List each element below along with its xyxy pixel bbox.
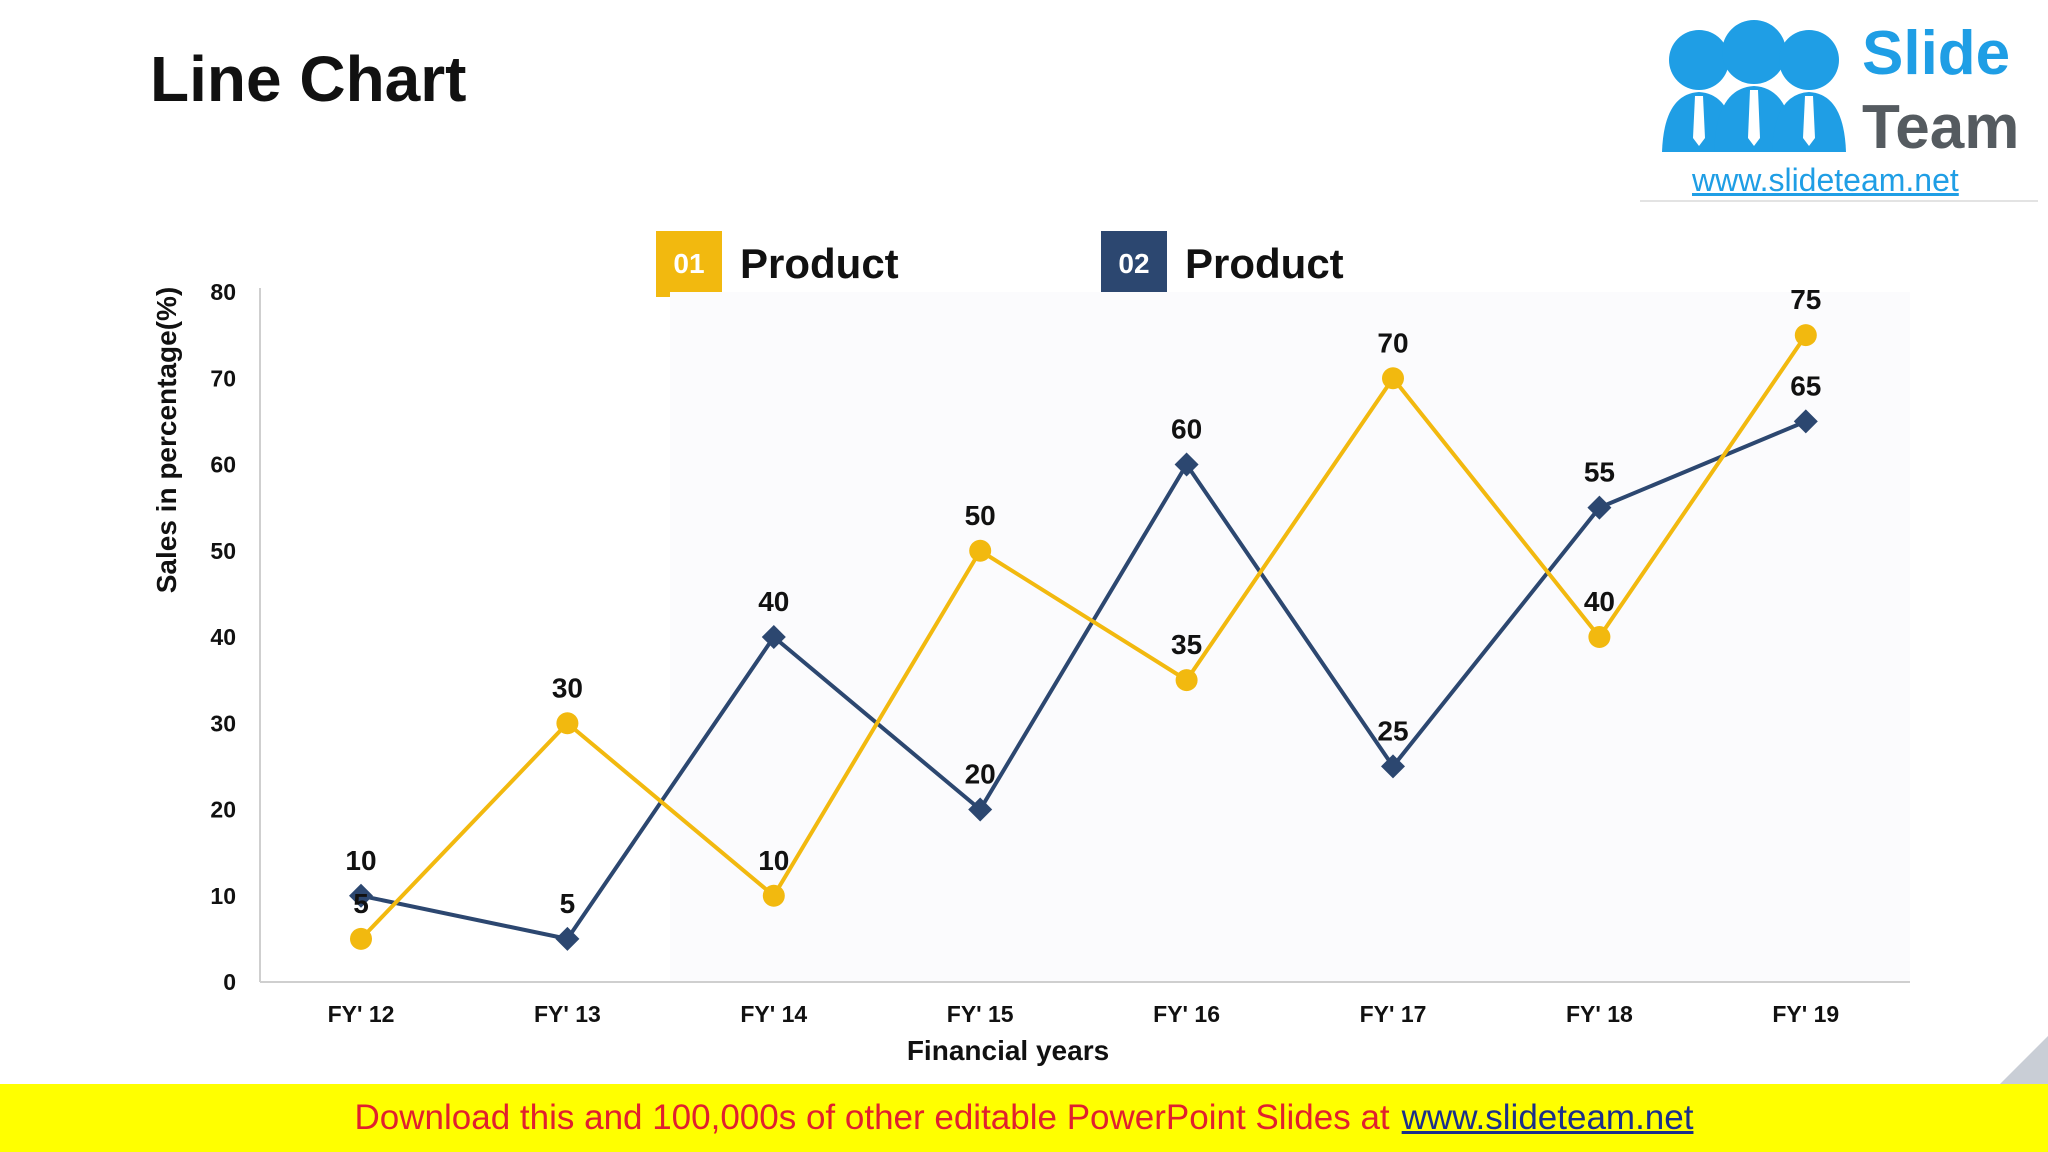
series-1-data-label: 30 <box>552 672 583 703</box>
legend-badge-01: 01 <box>656 231 722 297</box>
series-2-point <box>761 625 786 649</box>
series-2-point <box>968 797 993 822</box>
series-1-data-label: 10 <box>758 845 789 876</box>
y-tick-label: 40 <box>210 624 236 650</box>
x-tick-label: FY' 13 <box>534 1001 601 1027</box>
y-tick-label: 60 <box>210 452 236 478</box>
series-1-data-label: 5 <box>353 888 369 919</box>
legend-badge-02: 02 <box>1101 231 1167 297</box>
page-corner-fold <box>2000 1036 2048 1084</box>
legend-item-product-01: 01 Product <box>656 230 899 298</box>
y-tick-label: 0 <box>223 969 236 995</box>
y-tick-label: 70 <box>210 365 236 391</box>
series-1-data-label: 35 <box>1171 629 1202 660</box>
series-1-point <box>350 927 372 950</box>
x-tick-label: FY' 14 <box>740 1001 807 1027</box>
y-tick-label: 20 <box>210 797 236 823</box>
series-1-point <box>1175 669 1198 692</box>
series-1-point <box>556 712 579 735</box>
banner-link[interactable]: www.slideteam.net <box>1401 1098 1694 1137</box>
y-tick-label: 30 <box>210 710 236 736</box>
logo-url[interactable]: www.slideteam.net <box>1692 162 1959 198</box>
banner-text: Download this and 100,000s of other edit… <box>354 1098 1390 1137</box>
series-2-point <box>1793 409 1818 434</box>
y-axis-title: Sales in percentage(%) <box>151 287 182 594</box>
series-1-point <box>762 884 785 907</box>
series-1-point <box>1382 367 1404 390</box>
series-2-data-label: 55 <box>1584 457 1615 488</box>
series-2-point <box>1587 495 1612 520</box>
series-2-data-label: 40 <box>758 586 789 617</box>
plot-background <box>670 292 1910 982</box>
y-tick-label: 50 <box>210 538 236 564</box>
x-tick-label: FY' 18 <box>1566 1001 1633 1027</box>
series-1-data-label: 75 <box>1790 284 1821 315</box>
x-tick-label: FY' 12 <box>328 1001 395 1027</box>
legend-label-01: Product <box>740 240 899 287</box>
slideteam-logo: Slide Team www.slideteam.net <box>1640 0 2038 202</box>
series-1-data-label: 40 <box>1584 586 1615 617</box>
legend-item-product-02: 02 Product <box>1101 230 1344 298</box>
series-2-data-label: 65 <box>1790 370 1821 401</box>
x-axis-title: Financial years <box>907 1035 1109 1066</box>
series-line-2 <box>360 419 1807 941</box>
series-2-data-label: 5 <box>560 888 576 919</box>
logo-word-slide: Slide <box>1862 19 2011 88</box>
x-tick-label: FY' 19 <box>1772 1001 1839 1027</box>
series-2-point <box>555 926 580 951</box>
series-1-point <box>969 539 992 562</box>
series-2-point <box>349 883 373 908</box>
people-icon <box>1662 20 1846 152</box>
series-1-data-label: 70 <box>1377 327 1408 358</box>
series-2-data-label: 25 <box>1377 715 1408 746</box>
series-2-point <box>1381 754 1405 779</box>
logo-word-team: Team <box>1862 93 2020 162</box>
series-2-data-label: 20 <box>965 759 996 790</box>
series-2-data-label: 60 <box>1171 414 1202 445</box>
y-tick-label: 10 <box>210 883 236 909</box>
x-tick-label: FY' 15 <box>947 1001 1014 1027</box>
series-1-point <box>1588 626 1611 648</box>
x-tick-label: FY' 16 <box>1153 1001 1220 1027</box>
series-1-data-label: 50 <box>965 500 996 531</box>
series-2-point <box>1174 452 1199 477</box>
y-tick-label: 80 <box>210 279 236 305</box>
series-1-point <box>1794 324 1817 347</box>
download-banner: Download this and 100,000s of other edit… <box>0 1084 2048 1152</box>
legend-label-02: Product <box>1185 240 1344 287</box>
series-2-data-label: 10 <box>345 845 376 876</box>
slide-title: Line Chart <box>150 43 467 115</box>
series-line-1 <box>359 333 1808 941</box>
x-tick-label: FY' 17 <box>1360 1001 1427 1027</box>
line-chart: 0 10 20 30 40 50 60 70 80 FY' 12 FY' 13 FY' 14 FY' 1… <box>151 279 1910 1066</box>
